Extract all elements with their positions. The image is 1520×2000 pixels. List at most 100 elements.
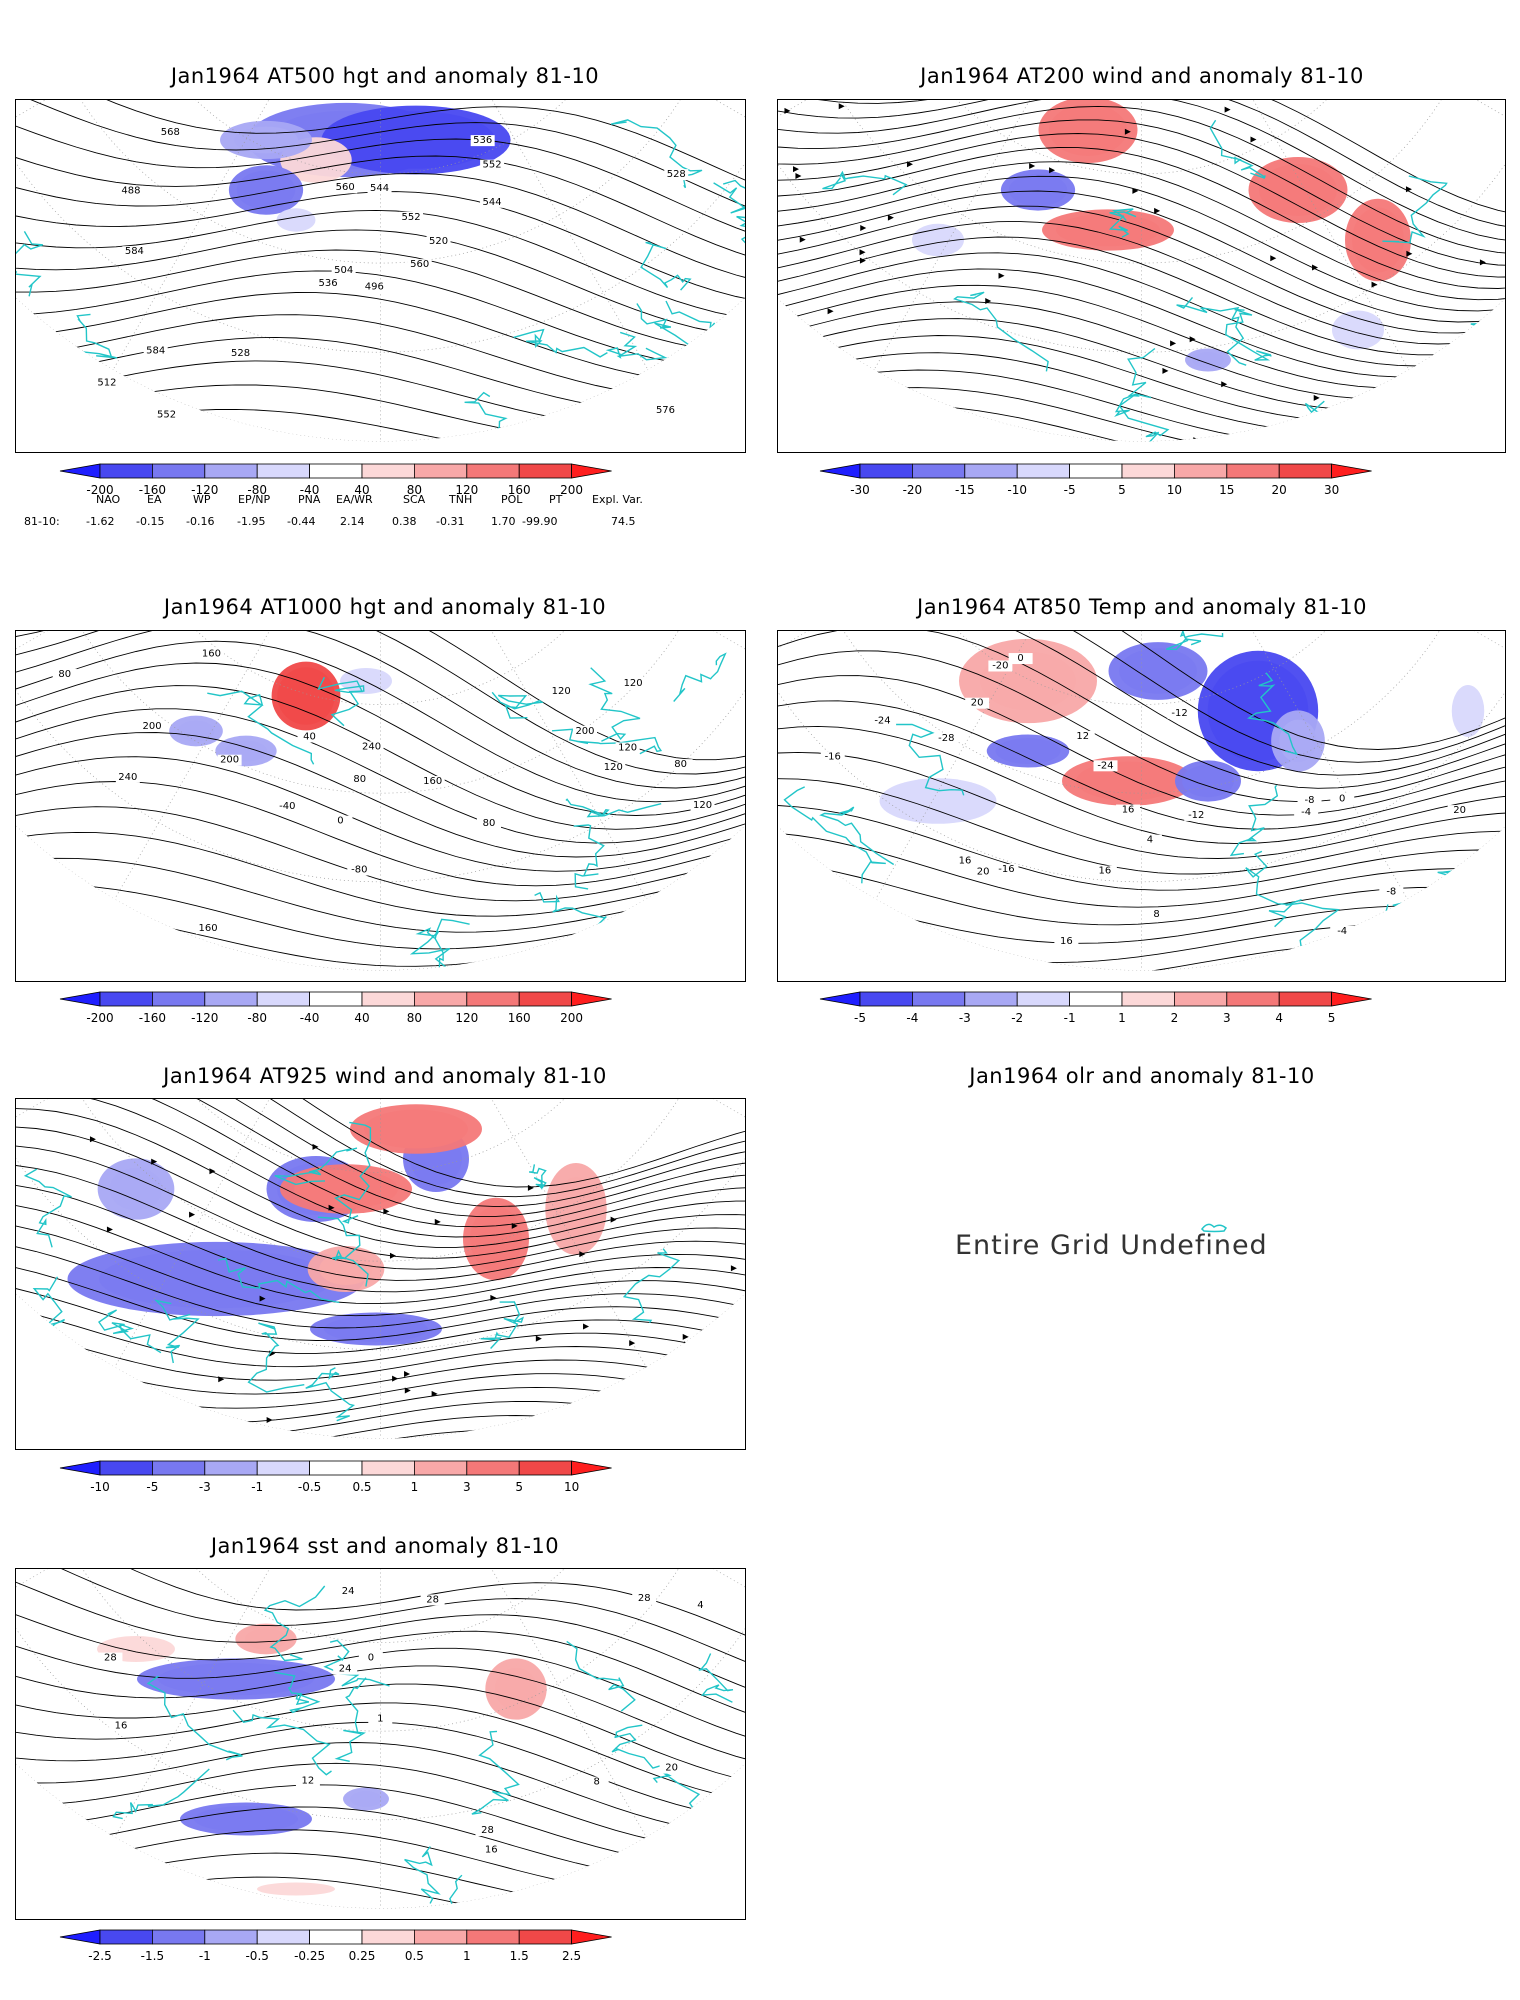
contour-label-bg bbox=[994, 864, 1019, 876]
map-at200 bbox=[777, 99, 1506, 453]
coastline-segment bbox=[409, 927, 483, 971]
colorbar-graphic bbox=[819, 991, 1372, 1007]
latitude-circle bbox=[16, 631, 745, 883]
colorbar-bin bbox=[964, 991, 1018, 1007]
coastline-segment bbox=[317, 676, 365, 727]
colorbar-bin bbox=[256, 1460, 310, 1476]
streamline-arrow bbox=[1406, 250, 1413, 257]
streamline-arrow bbox=[1193, 437, 1200, 442]
streamline-arrow bbox=[593, 1394, 600, 1401]
contour-label-bg bbox=[870, 715, 895, 727]
contour-label-bg bbox=[480, 196, 505, 208]
contour-label-bg bbox=[632, 1592, 657, 1604]
colorbar-bin bbox=[1069, 463, 1123, 479]
streamline-arrow bbox=[610, 1216, 617, 1223]
tc-value-pol: 1.70 bbox=[491, 515, 516, 528]
colorbar-bin bbox=[1226, 463, 1280, 479]
colorbar-tick-label: -5 bbox=[1063, 483, 1076, 497]
colorbar-arrow-right bbox=[571, 463, 612, 479]
contour-label-bg bbox=[1330, 793, 1355, 805]
contour-line bbox=[16, 100, 745, 211]
contour-label-bg bbox=[333, 1663, 358, 1675]
streamline-arrow bbox=[259, 1295, 266, 1302]
colorbar-bin bbox=[1016, 463, 1070, 479]
colorbar-bin bbox=[466, 463, 520, 479]
streamline bbox=[778, 147, 1505, 289]
streamline bbox=[778, 105, 1505, 255]
colorbar-bin bbox=[204, 1460, 258, 1476]
colorbar-tick-label: -80 bbox=[247, 1011, 267, 1025]
contour-label: -4 bbox=[1337, 926, 1347, 937]
anomaly-shading bbox=[1062, 756, 1194, 806]
coastline-segment bbox=[1434, 869, 1473, 890]
contour-label: 28 bbox=[481, 1825, 494, 1836]
coastline-segment bbox=[1246, 672, 1298, 755]
streamline-arrow bbox=[1049, 167, 1056, 174]
anomaly-shading bbox=[1451, 685, 1485, 737]
meridian-line bbox=[114, 1569, 381, 1838]
contour-label-bg bbox=[217, 754, 242, 766]
colorbar-tick-label: 2 bbox=[1170, 1011, 1179, 1025]
colorbar-tick-label: -80 bbox=[247, 483, 267, 497]
contour-label: 120 bbox=[604, 762, 623, 773]
streamline-arrow bbox=[476, 1441, 482, 1447]
colorbar-tick-label: 1 bbox=[462, 1949, 471, 1963]
tc-value-pna: -0.44 bbox=[287, 515, 316, 528]
tc-value-eawr: 2.14 bbox=[340, 515, 365, 528]
contour-label-bg bbox=[601, 762, 626, 774]
contour-line bbox=[16, 640, 745, 803]
coastline-segment bbox=[154, 1299, 200, 1364]
streamline-arrow bbox=[106, 1372, 113, 1379]
colorbar-tick-label: 4 bbox=[1275, 1011, 1284, 1025]
contour-label: 0 bbox=[368, 1652, 374, 1663]
contour-label-bg bbox=[362, 281, 387, 293]
anomaly-shading bbox=[67, 1241, 365, 1317]
colorbar-arrow-right bbox=[1331, 991, 1372, 1007]
colorbar-tick-label: -120 bbox=[191, 1011, 219, 1025]
coastlines bbox=[16, 652, 727, 971]
contour-label-bg bbox=[143, 345, 168, 357]
coastline-segment bbox=[1176, 296, 1247, 366]
contour-line bbox=[778, 725, 1505, 845]
coastline-segment bbox=[573, 824, 605, 890]
contour-label: 488 bbox=[121, 186, 140, 197]
colorbar-bin bbox=[466, 1929, 520, 1945]
coastline-segment bbox=[1386, 900, 1435, 971]
streamline bbox=[778, 100, 1505, 229]
anomaly-shading bbox=[1038, 100, 1138, 163]
contour-label-bg bbox=[615, 742, 640, 754]
colorbar-arrow-right bbox=[571, 1929, 612, 1945]
colorbar-bin bbox=[99, 1460, 153, 1476]
contour-label: 12 bbox=[1076, 731, 1089, 742]
streamline bbox=[16, 1126, 745, 1259]
contour-label-bg bbox=[690, 800, 715, 812]
colorbar-tick-label: -40 bbox=[299, 483, 320, 497]
contour-label: -12 bbox=[1188, 810, 1204, 821]
contour-label-bg bbox=[228, 347, 253, 359]
streamline-arrow bbox=[1270, 255, 1277, 262]
colorbar-bin bbox=[466, 1460, 520, 1476]
coastline-segment bbox=[863, 925, 906, 971]
colorbar-tick-label: -10 bbox=[1007, 483, 1027, 497]
streamline bbox=[778, 190, 1505, 323]
colorbar-bin bbox=[309, 1929, 363, 1945]
streamline-arrow bbox=[799, 236, 806, 243]
contour-label: 40 bbox=[303, 731, 316, 742]
contour-label: -40 bbox=[279, 801, 295, 812]
colorbar-bin bbox=[518, 991, 573, 1007]
contour-line bbox=[778, 675, 1505, 816]
colorbar-tick-label: 5 bbox=[1327, 1011, 1336, 1025]
tc-header-pna: PNA bbox=[298, 493, 321, 506]
colorbar-tick-label: 1.5 bbox=[509, 1949, 529, 1963]
colorbar-tick-label: -20 bbox=[902, 483, 923, 497]
contour-label: 20 bbox=[971, 698, 984, 709]
latitude-circle bbox=[25, 1099, 736, 1262]
contour-label: 20 bbox=[977, 866, 990, 877]
coastline-segment bbox=[146, 1675, 243, 1761]
anomaly-shading bbox=[986, 734, 1070, 768]
colorbar-graphic bbox=[59, 1929, 612, 1945]
contour-label: 120 bbox=[693, 800, 712, 811]
tc-header-pt: PT bbox=[549, 493, 563, 506]
contour-label: 16 bbox=[1122, 805, 1135, 816]
coastline-segment bbox=[652, 1771, 716, 1850]
